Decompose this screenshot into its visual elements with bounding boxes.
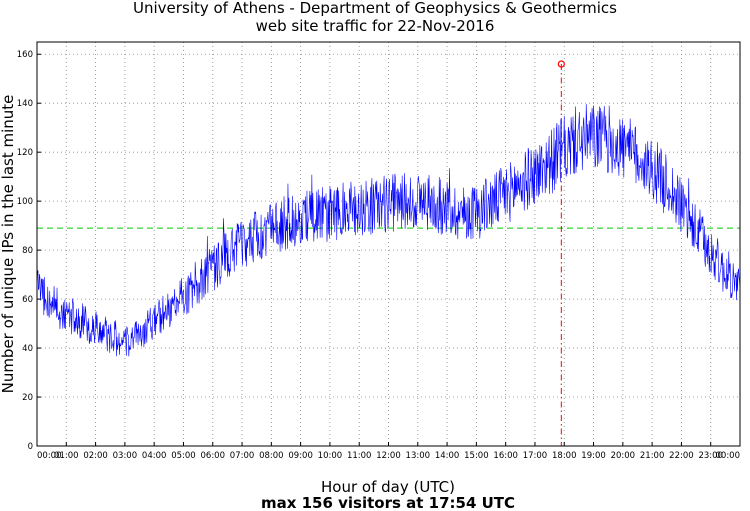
- x-tick-label: 08:00: [259, 451, 284, 461]
- x-tick-label: 06:00: [201, 451, 226, 461]
- x-tick-label: 05:00: [171, 451, 196, 461]
- y-tick-label: 120: [17, 148, 33, 158]
- x-tick-label: 10:00: [318, 451, 343, 461]
- x-tick-label: 15:00: [464, 451, 489, 461]
- x-tick-label: 19:00: [581, 451, 606, 461]
- y-tick-label: 0: [28, 442, 33, 452]
- x-axis-label: Hour of day (UTC): [321, 478, 455, 496]
- x-tick-label: 00:00: [716, 451, 741, 461]
- y-tick-label: 20: [22, 393, 33, 403]
- x-tick-label: 18:00: [552, 451, 577, 461]
- x-tick-label: 14:00: [435, 451, 460, 461]
- y-tick-label: 40: [22, 344, 33, 354]
- grid: [37, 42, 740, 446]
- y-tick-label: 160: [17, 50, 33, 60]
- x-tick-label: 23:00: [698, 451, 723, 461]
- x-tick-label: 01:00: [54, 451, 79, 461]
- x-tick-label: 17:00: [523, 451, 548, 461]
- series-layer: [36, 104, 741, 357]
- x-tick-label: 16:00: [493, 451, 518, 461]
- x-tick-label: 04:00: [142, 451, 167, 461]
- y-axis-label: Number of unique IPs in the last minute: [0, 95, 17, 394]
- traffic-series-line: [36, 104, 741, 357]
- x-tick-label: 21:00: [640, 451, 665, 461]
- x-tick-label: 00:00: [37, 451, 62, 461]
- chart-title: University of Athens - Department of Geo…: [133, 0, 617, 17]
- x-tick-label: 11:00: [347, 451, 372, 461]
- x-tick-label: 13:00: [406, 451, 431, 461]
- x-tick-label: 20:00: [611, 451, 636, 461]
- chart-subtitle: web site traffic for 22-Nov-2016: [256, 17, 495, 35]
- y-tick-label: 100: [17, 197, 33, 207]
- chart-footer: max 156 visitors at 17:54 UTC: [261, 494, 515, 511]
- x-tick-label: 12:00: [376, 451, 401, 461]
- x-tick-label: 03:00: [113, 451, 138, 461]
- y-ticks: 0 20 40 60 80 100 120 140 160: [17, 50, 41, 452]
- x-tick-label: 22:00: [669, 451, 694, 461]
- x-tick-label: 02:00: [83, 451, 108, 461]
- y-tick-label: 60: [22, 295, 33, 305]
- x-tick-label: 09:00: [288, 451, 313, 461]
- y-tick-label: 80: [22, 246, 33, 256]
- y-tick-label: 140: [17, 99, 33, 109]
- x-tick-label: 07:00: [230, 451, 255, 461]
- max-marker: [557, 60, 565, 68]
